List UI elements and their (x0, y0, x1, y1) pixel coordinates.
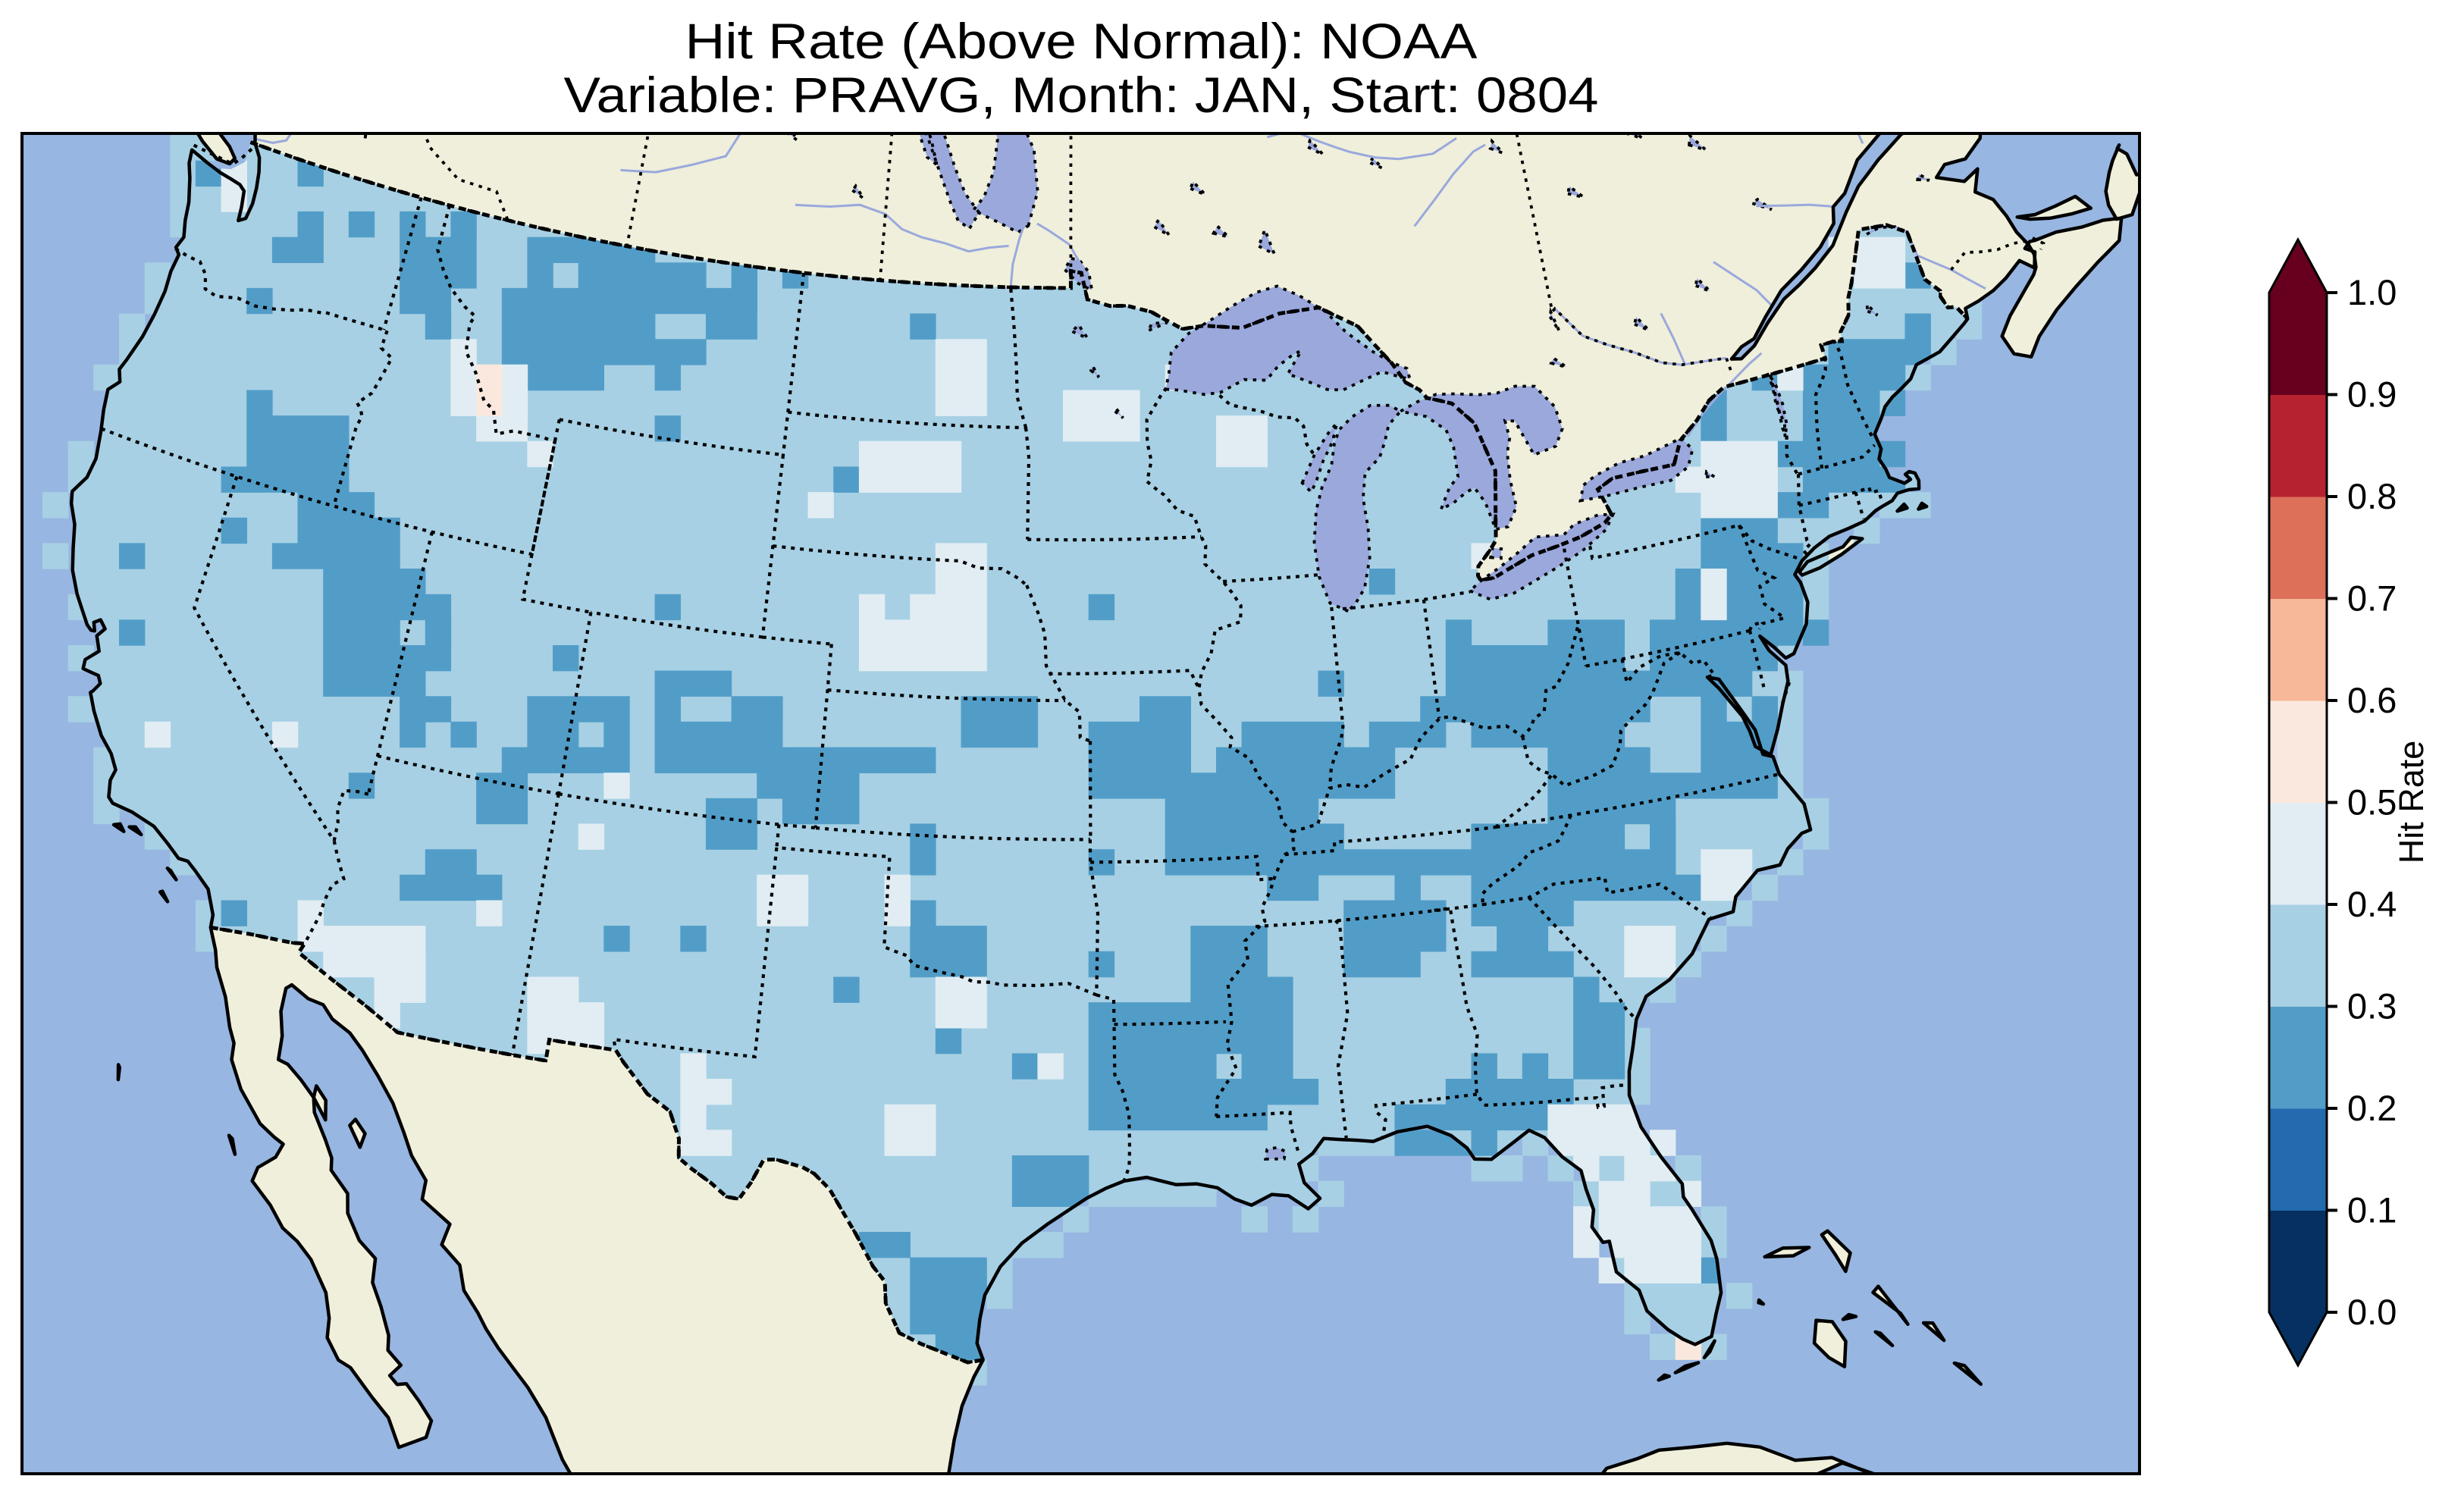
svg-text:0.6: 0.6 (2347, 680, 2397, 720)
svg-text:0.3: 0.3 (2347, 986, 2397, 1026)
svg-text:Hit Rate: Hit Rate (2392, 741, 2431, 864)
svg-text:0.5: 0.5 (2347, 782, 2397, 823)
svg-text:0.1: 0.1 (2347, 1190, 2397, 1230)
svg-text:Variable: PRAVG, Month: JAN, S: Variable: PRAVG, Month: JAN, Start: 0804 (564, 67, 1599, 123)
svg-text:0.9: 0.9 (2347, 374, 2397, 415)
svg-text:0.0: 0.0 (2347, 1292, 2397, 1332)
svg-text:1.0: 1.0 (2347, 272, 2397, 312)
svg-text:0.4: 0.4 (2347, 884, 2397, 924)
svg-text:0.7: 0.7 (2347, 578, 2397, 619)
svg-text:Hit Rate (Above Normal): NOAA: Hit Rate (Above Normal): NOAA (685, 13, 1478, 69)
svg-text:0.8: 0.8 (2347, 476, 2397, 516)
svg-text:0.2: 0.2 (2347, 1088, 2397, 1128)
